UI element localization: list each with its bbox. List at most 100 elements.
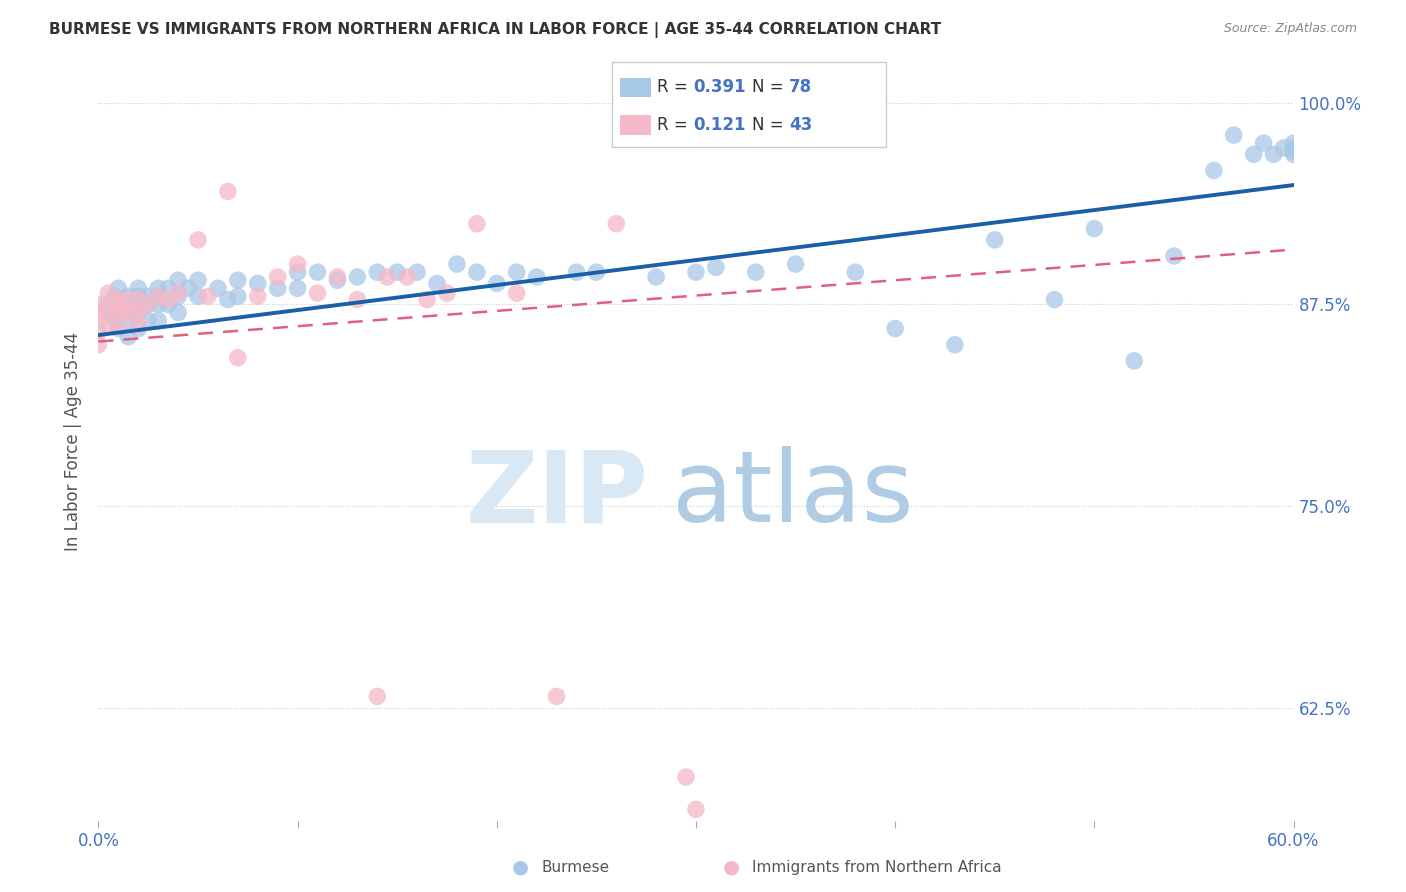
Point [246,289,269,303]
Point [87,297,110,311]
Point [127,281,149,295]
Point [785,257,807,271]
Point [416,293,439,307]
Point [226,289,249,303]
Point [107,318,129,333]
Point [1043,293,1066,307]
Point [217,185,239,199]
Point [406,265,429,279]
Point [103,313,125,327]
Point [136,297,159,311]
Point [117,329,139,343]
Text: 0.391: 0.391 [693,78,745,96]
Point [167,289,190,303]
Point [326,273,349,287]
Point [605,217,627,231]
Point [87,313,110,327]
Point [157,281,180,295]
Point [103,297,125,311]
Point [87,337,110,351]
Point [157,297,180,311]
Point [117,293,139,307]
Text: ●: ● [723,857,740,877]
Point [267,270,290,285]
Point [226,273,249,287]
Point [127,305,149,319]
Point [366,265,388,279]
Point [107,305,129,319]
Text: ZIP: ZIP [465,446,648,543]
Point [465,265,488,279]
Y-axis label: In Labor Force | Age 35-44: In Labor Force | Age 35-44 [65,332,83,551]
Point [485,277,508,291]
Point [117,305,139,319]
Point [375,270,398,285]
Point [148,313,170,327]
Point [287,257,309,271]
Point [246,277,269,291]
Point [546,690,568,704]
Point [1282,141,1305,155]
Text: 0.121: 0.121 [693,116,745,134]
Point [645,270,668,285]
Point [148,281,170,295]
Point [1223,128,1246,142]
Point [97,286,120,301]
Point [127,305,149,319]
Text: Burmese: Burmese [541,860,609,874]
Point [97,318,120,333]
Text: 43: 43 [789,116,813,134]
Point [127,321,149,335]
Point [1282,144,1305,158]
Point [984,233,1007,247]
Point [127,289,149,303]
Point [1253,136,1275,150]
Point [207,281,229,295]
Point [1263,147,1285,161]
Point [136,313,159,327]
Point [148,297,170,311]
Point [1272,141,1295,155]
Point [127,297,149,311]
Point [103,289,125,303]
Point [465,217,488,231]
Point [127,318,149,333]
Point [148,289,170,303]
Point [884,321,907,335]
Text: Source: ZipAtlas.com: Source: ZipAtlas.com [1223,22,1357,36]
Text: Immigrants from Northern Africa: Immigrants from Northern Africa [752,860,1002,874]
Point [226,351,249,365]
Point [943,337,966,351]
Point [167,273,190,287]
Point [287,281,309,295]
Point [1202,163,1225,178]
Point [426,277,449,291]
Point [1282,136,1305,150]
Point [167,286,190,301]
Point [107,297,129,311]
Point [117,289,139,303]
Point [506,265,529,279]
Point [187,233,209,247]
Text: atlas: atlas [672,446,914,543]
Text: R =: R = [657,116,693,134]
Point [1282,147,1305,161]
Point [177,281,200,295]
Point [127,293,149,307]
Point [87,325,110,339]
Point [704,260,727,275]
Text: N =: N = [752,116,789,134]
Point [167,305,190,319]
Point [385,265,409,279]
Point [136,289,159,303]
Point [436,286,458,301]
Text: R =: R = [657,78,693,96]
Point [107,293,129,307]
Point [675,770,697,784]
Point [585,265,607,279]
Text: 78: 78 [789,78,811,96]
Point [157,293,180,307]
Point [396,270,419,285]
Point [148,289,170,303]
Point [346,270,368,285]
